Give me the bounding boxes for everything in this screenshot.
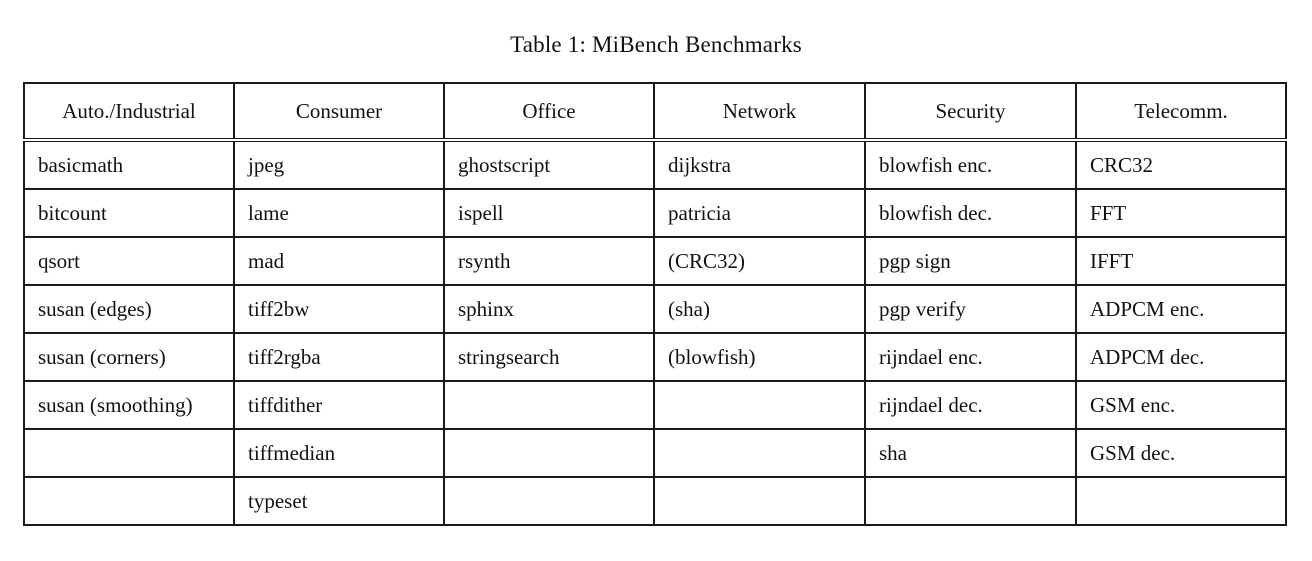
cell-consumer: jpeg [233, 139, 445, 190]
cell-office: rsynth [443, 236, 655, 286]
cell-security: blowfish enc. [864, 139, 1077, 190]
cell-office: ispell [443, 188, 655, 238]
table-row: bitcount lame ispell patricia blowfish dec. F… [23, 188, 1287, 238]
table-caption: Table 1: MiBench Benchmarks [510, 32, 802, 57]
cell-auto-industrial: susan (edges) [23, 284, 235, 334]
cell-consumer: typeset [233, 476, 445, 526]
table-row: susan (smoothing) tiffdither rijndael dec.… [23, 380, 1287, 430]
cell-security: rijndael dec. [864, 380, 1077, 430]
cell-auto-industrial [23, 476, 235, 526]
table-row: susan (corners) tiff2rgba stringsearch (blo… [23, 332, 1287, 382]
cell-network [653, 476, 866, 526]
cell-network [653, 380, 866, 430]
header-security: Security [864, 82, 1077, 142]
table-row: basicmath jpeg ghostscript dijkstra blowfish… [23, 139, 1287, 190]
cell-consumer: tiff2rgba [233, 332, 445, 382]
cell-security: blowfish dec. [864, 188, 1077, 238]
cell-office: sphinx [443, 284, 655, 334]
cell-office [443, 428, 655, 478]
table-row: susan (edges) tiff2bw sphinx (sha) pgp verif… [23, 284, 1287, 334]
cell-network: dijkstra [653, 139, 866, 190]
cell-telecomm [1075, 476, 1287, 526]
cell-network: (CRC32) [653, 236, 866, 286]
cell-security: rijndael enc. [864, 332, 1077, 382]
header-telecomm: Telecomm. [1075, 82, 1287, 142]
cell-telecomm: FFT [1075, 188, 1287, 238]
cell-auto-industrial: basicmath [23, 139, 235, 190]
cell-network [653, 428, 866, 478]
cell-network: (blowfish) [653, 332, 866, 382]
cell-auto-industrial: qsort [23, 236, 235, 286]
cell-security [864, 476, 1077, 526]
cell-security: sha [864, 428, 1077, 478]
cell-office [443, 476, 655, 526]
cell-network: (sha) [653, 284, 866, 334]
cell-telecomm: ADPCM enc. [1075, 284, 1287, 334]
cell-telecomm: CRC32 [1075, 139, 1287, 190]
header-auto-industrial: Auto./Industrial [23, 82, 235, 142]
header-row: Auto./Industrial Consumer Office Network… [23, 82, 1287, 142]
cell-network: patricia [653, 188, 866, 238]
cell-consumer: tiffmedian [233, 428, 445, 478]
cell-telecomm: GSM dec. [1075, 428, 1287, 478]
cell-auto-industrial: bitcount [23, 188, 235, 238]
cell-auto-industrial: susan (smoothing) [23, 380, 235, 430]
header-consumer: Consumer [233, 82, 445, 142]
benchmarks-table: Auto./Industrial Consumer Office Network… [23, 82, 1287, 526]
table-row: typeset [23, 476, 1287, 526]
header-office: Office [443, 82, 655, 142]
header-network: Network [653, 82, 866, 142]
cell-telecomm: IFFT [1075, 236, 1287, 286]
cell-security: pgp sign [864, 236, 1077, 286]
cell-consumer: mad [233, 236, 445, 286]
cell-office [443, 380, 655, 430]
cell-auto-industrial [23, 428, 235, 478]
cell-consumer: tiffdither [233, 380, 445, 430]
cell-office: stringsearch [443, 332, 655, 382]
cell-consumer: tiff2bw [233, 284, 445, 334]
table-body: basicmath jpeg ghostscript dijkstra blowfish… [23, 139, 1287, 526]
table-row: tiffmedian sha GSM dec. [23, 428, 1287, 478]
table-row: qsort mad rsynth (CRC32) pgp sign IFFT [23, 236, 1287, 286]
cell-consumer: lame [233, 188, 445, 238]
cell-auto-industrial: susan (corners) [23, 332, 235, 382]
table-header: Auto./Industrial Consumer Office Network… [23, 82, 1287, 142]
cell-telecomm: ADPCM dec. [1075, 332, 1287, 382]
cell-office: ghostscript [443, 139, 655, 190]
cell-telecomm: GSM enc. [1075, 380, 1287, 430]
cell-security: pgp verify [864, 284, 1077, 334]
